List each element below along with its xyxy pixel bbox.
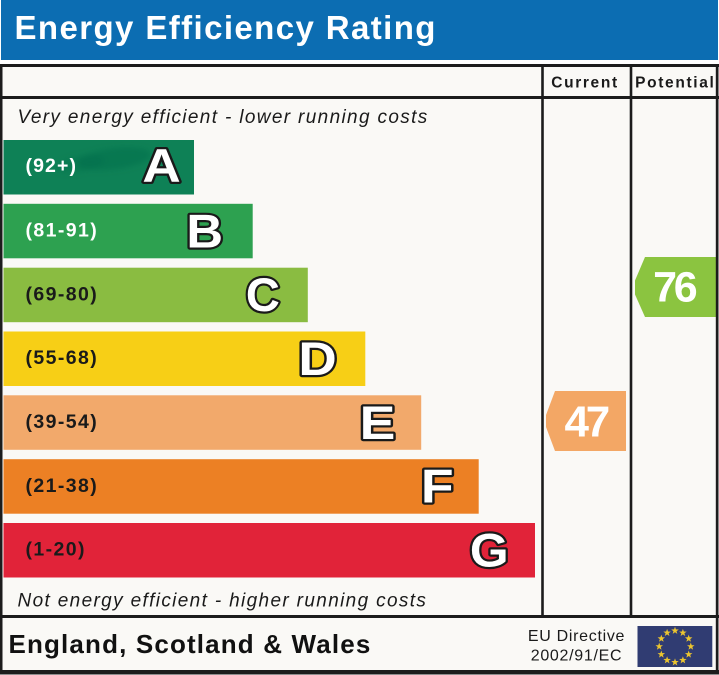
svg-text:F: F	[421, 460, 454, 513]
svg-text:A: A	[142, 140, 180, 192]
svg-text:47: 47	[565, 397, 609, 446]
svg-text:(21-38): (21-38)	[26, 475, 99, 497]
svg-text:Potential: Potential	[635, 75, 715, 92]
svg-text:Current: Current	[551, 75, 619, 92]
svg-text:England, Scotland & Wales: England, Scotland & Wales	[9, 629, 372, 659]
svg-text:E: E	[360, 396, 396, 449]
svg-text:G: G	[470, 525, 509, 577]
svg-text:Energy Efficiency Rating: Energy Efficiency Rating	[15, 9, 437, 46]
svg-text:(39-54): (39-54)	[26, 411, 99, 433]
svg-text:D: D	[298, 333, 336, 385]
svg-text:C: C	[246, 268, 280, 321]
svg-text:2002/91/EC: 2002/91/EC	[531, 648, 623, 665]
svg-text:Very energy efficient - lower: Very energy efficient - lower running co…	[18, 107, 429, 128]
svg-text:Not energy efficient - higher: Not energy efficient - higher running co…	[18, 591, 428, 612]
svg-text:(1-20): (1-20)	[26, 539, 86, 561]
svg-text:(55-68): (55-68)	[26, 347, 99, 369]
svg-text:76: 76	[653, 264, 697, 312]
svg-text:B: B	[186, 206, 223, 258]
svg-text:EU Directive: EU Directive	[528, 628, 625, 645]
svg-text:(92+): (92+)	[26, 155, 78, 177]
svg-text:(69-80): (69-80)	[26, 283, 99, 305]
svg-text:(81-91): (81-91)	[26, 220, 99, 242]
